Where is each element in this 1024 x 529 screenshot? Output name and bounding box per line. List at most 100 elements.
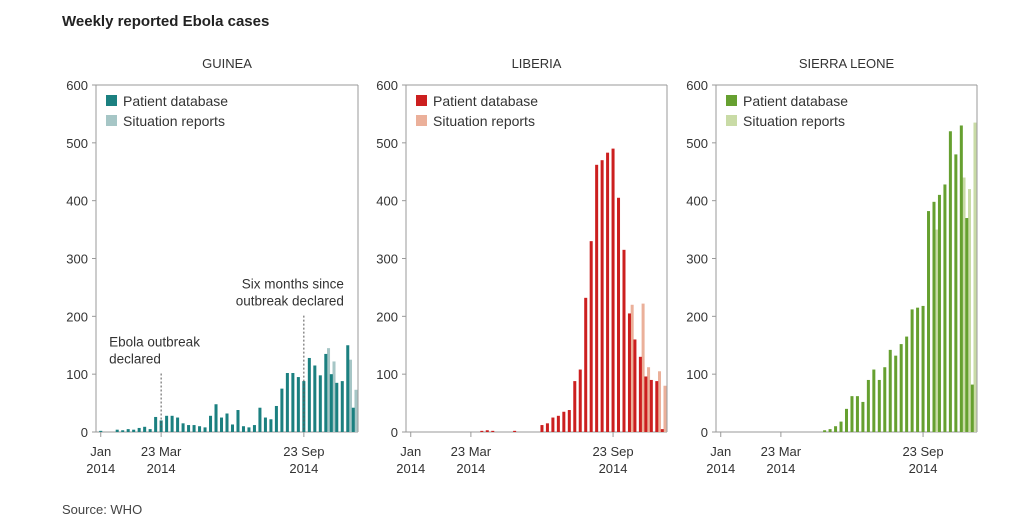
panel-title-guinea: GUINEA bbox=[202, 56, 252, 71]
bar-patient-sierra_leone bbox=[954, 154, 958, 432]
bar-patient-guinea bbox=[318, 375, 322, 432]
y-tick-label-sierra_leone: 400 bbox=[686, 194, 708, 209]
bar-patient-sierra_leone bbox=[894, 355, 898, 432]
bar-patient-guinea bbox=[115, 429, 119, 432]
bar-patient-guinea bbox=[220, 417, 224, 432]
bar-patient-liberia bbox=[485, 430, 489, 432]
bar-patient-sierra_leone bbox=[970, 384, 974, 432]
bar-patient-guinea bbox=[324, 353, 328, 432]
bar-patient-guinea bbox=[335, 382, 339, 432]
bar-patient-liberia bbox=[638, 356, 642, 432]
y-tick-label-liberia: 400 bbox=[376, 194, 398, 209]
y-tick-label-liberia: 100 bbox=[376, 367, 398, 382]
legend-label-guinea: Patient database bbox=[123, 93, 228, 109]
bar-patient-guinea bbox=[291, 373, 295, 432]
panel-title-sierra_leone: SIERRA LEONE bbox=[799, 56, 895, 71]
bar-patient-guinea bbox=[137, 427, 141, 432]
bar-patient-liberia bbox=[600, 160, 604, 432]
bar-patient-liberia bbox=[513, 430, 517, 432]
bar-patient-guinea bbox=[280, 388, 284, 432]
bar-patient-liberia bbox=[567, 410, 571, 432]
y-tick-label-sierra_leone: 500 bbox=[686, 136, 708, 151]
bar-patient-guinea bbox=[99, 430, 103, 432]
bar-patient-sierra_leone bbox=[948, 131, 952, 432]
y-tick-label-liberia: 0 bbox=[391, 425, 398, 440]
bar-patient-guinea bbox=[209, 415, 213, 432]
legend-label-liberia: Situation reports bbox=[433, 113, 535, 129]
bar-patient-guinea bbox=[181, 423, 185, 432]
x-tick-label-sierra_leone: 23 Sep bbox=[902, 444, 943, 459]
bar-patient-sierra_leone bbox=[910, 309, 914, 432]
legend-swatch-liberia bbox=[416, 95, 427, 106]
bar-patient-guinea bbox=[230, 424, 234, 432]
y-tick-label-guinea: 300 bbox=[66, 252, 88, 267]
chart-title: Weekly reported Ebola cases bbox=[62, 13, 270, 30]
bar-situation-liberia bbox=[630, 304, 634, 432]
bar-patient-guinea bbox=[252, 425, 256, 432]
bar-patient-sierra_leone bbox=[888, 349, 892, 432]
bar-patient-liberia bbox=[589, 241, 593, 432]
bar-patient-sierra_leone bbox=[850, 396, 854, 432]
bar-patient-guinea bbox=[203, 427, 207, 432]
bar-patient-guinea bbox=[258, 407, 262, 432]
x-tick-label-guinea: Jan bbox=[90, 444, 111, 459]
legend-swatch-sierra_leone bbox=[726, 95, 737, 106]
bar-patient-guinea bbox=[274, 405, 278, 432]
bar-patient-guinea bbox=[236, 410, 240, 432]
y-tick-label-liberia: 500 bbox=[376, 136, 398, 151]
bar-patient-guinea bbox=[176, 417, 180, 432]
bar-patient-sierra_leone bbox=[844, 408, 849, 432]
x-tick-label-liberia: 23 Mar bbox=[451, 444, 492, 459]
bar-patient-guinea bbox=[192, 425, 196, 432]
bar-patient-liberia bbox=[480, 430, 484, 432]
bar-patient-sierra_leone bbox=[861, 401, 865, 432]
bar-situation-liberia bbox=[647, 367, 651, 432]
y-tick-label-sierra_leone: 600 bbox=[686, 78, 708, 93]
legend-label-liberia: Patient database bbox=[433, 93, 538, 109]
bar-patient-guinea bbox=[121, 430, 125, 432]
bar-patient-liberia bbox=[556, 415, 560, 432]
bar-situation-guinea bbox=[354, 389, 358, 432]
y-tick-label-liberia: 200 bbox=[376, 309, 398, 324]
y-tick-label-liberia: 300 bbox=[376, 252, 398, 267]
bar-patient-guinea bbox=[241, 426, 245, 432]
bar-patient-sierra_leone bbox=[855, 396, 859, 432]
bar-patient-guinea bbox=[187, 425, 191, 432]
bar-patient-guinea bbox=[143, 426, 147, 432]
bar-patient-liberia bbox=[655, 381, 659, 432]
bar-patient-guinea bbox=[198, 426, 202, 432]
bar-patient-sierra_leone bbox=[839, 421, 843, 432]
bar-patient-liberia bbox=[545, 423, 549, 432]
bar-patient-liberia bbox=[606, 152, 610, 433]
bar-patient-guinea bbox=[340, 381, 344, 432]
bar-patient-liberia bbox=[633, 339, 637, 432]
bar-patient-sierra_leone bbox=[883, 367, 887, 432]
y-tick-label-sierra_leone: 100 bbox=[686, 367, 708, 382]
bar-patient-sierra_leone bbox=[905, 336, 909, 432]
legend-swatch-sierra_leone bbox=[726, 115, 737, 126]
bar-patient-guinea bbox=[307, 357, 311, 432]
x-tick-label-sierra_leone: 2014 bbox=[706, 461, 735, 476]
x-tick-label-sierra_leone: 2014 bbox=[909, 461, 938, 476]
bar-patient-guinea bbox=[351, 407, 355, 432]
x-tick-label-guinea: 2014 bbox=[86, 461, 115, 476]
bar-patient-guinea bbox=[148, 429, 152, 432]
y-tick-label-sierra_leone: 300 bbox=[686, 252, 708, 267]
bar-patient-sierra_leone bbox=[965, 218, 969, 432]
annotation-text-guinea: Six months since bbox=[242, 277, 344, 292]
x-tick-label-guinea: 2014 bbox=[289, 461, 318, 476]
bar-situation-liberia bbox=[658, 371, 662, 432]
y-tick-label-guinea: 100 bbox=[66, 367, 88, 382]
y-tick-label-guinea: 500 bbox=[66, 136, 88, 151]
bar-patient-liberia bbox=[660, 429, 664, 432]
bar-situation-guinea bbox=[348, 359, 352, 432]
bar-patient-guinea bbox=[247, 427, 251, 432]
bar-patient-liberia bbox=[611, 148, 615, 432]
bar-situation-sierra_leone bbox=[935, 229, 939, 432]
bar-situation-sierra_leone bbox=[962, 177, 966, 432]
bar-patient-guinea bbox=[126, 429, 130, 432]
bar-patient-sierra_leone bbox=[932, 201, 936, 432]
y-tick-label-guinea: 200 bbox=[66, 309, 88, 324]
y-tick-label-guinea: 400 bbox=[66, 194, 88, 209]
